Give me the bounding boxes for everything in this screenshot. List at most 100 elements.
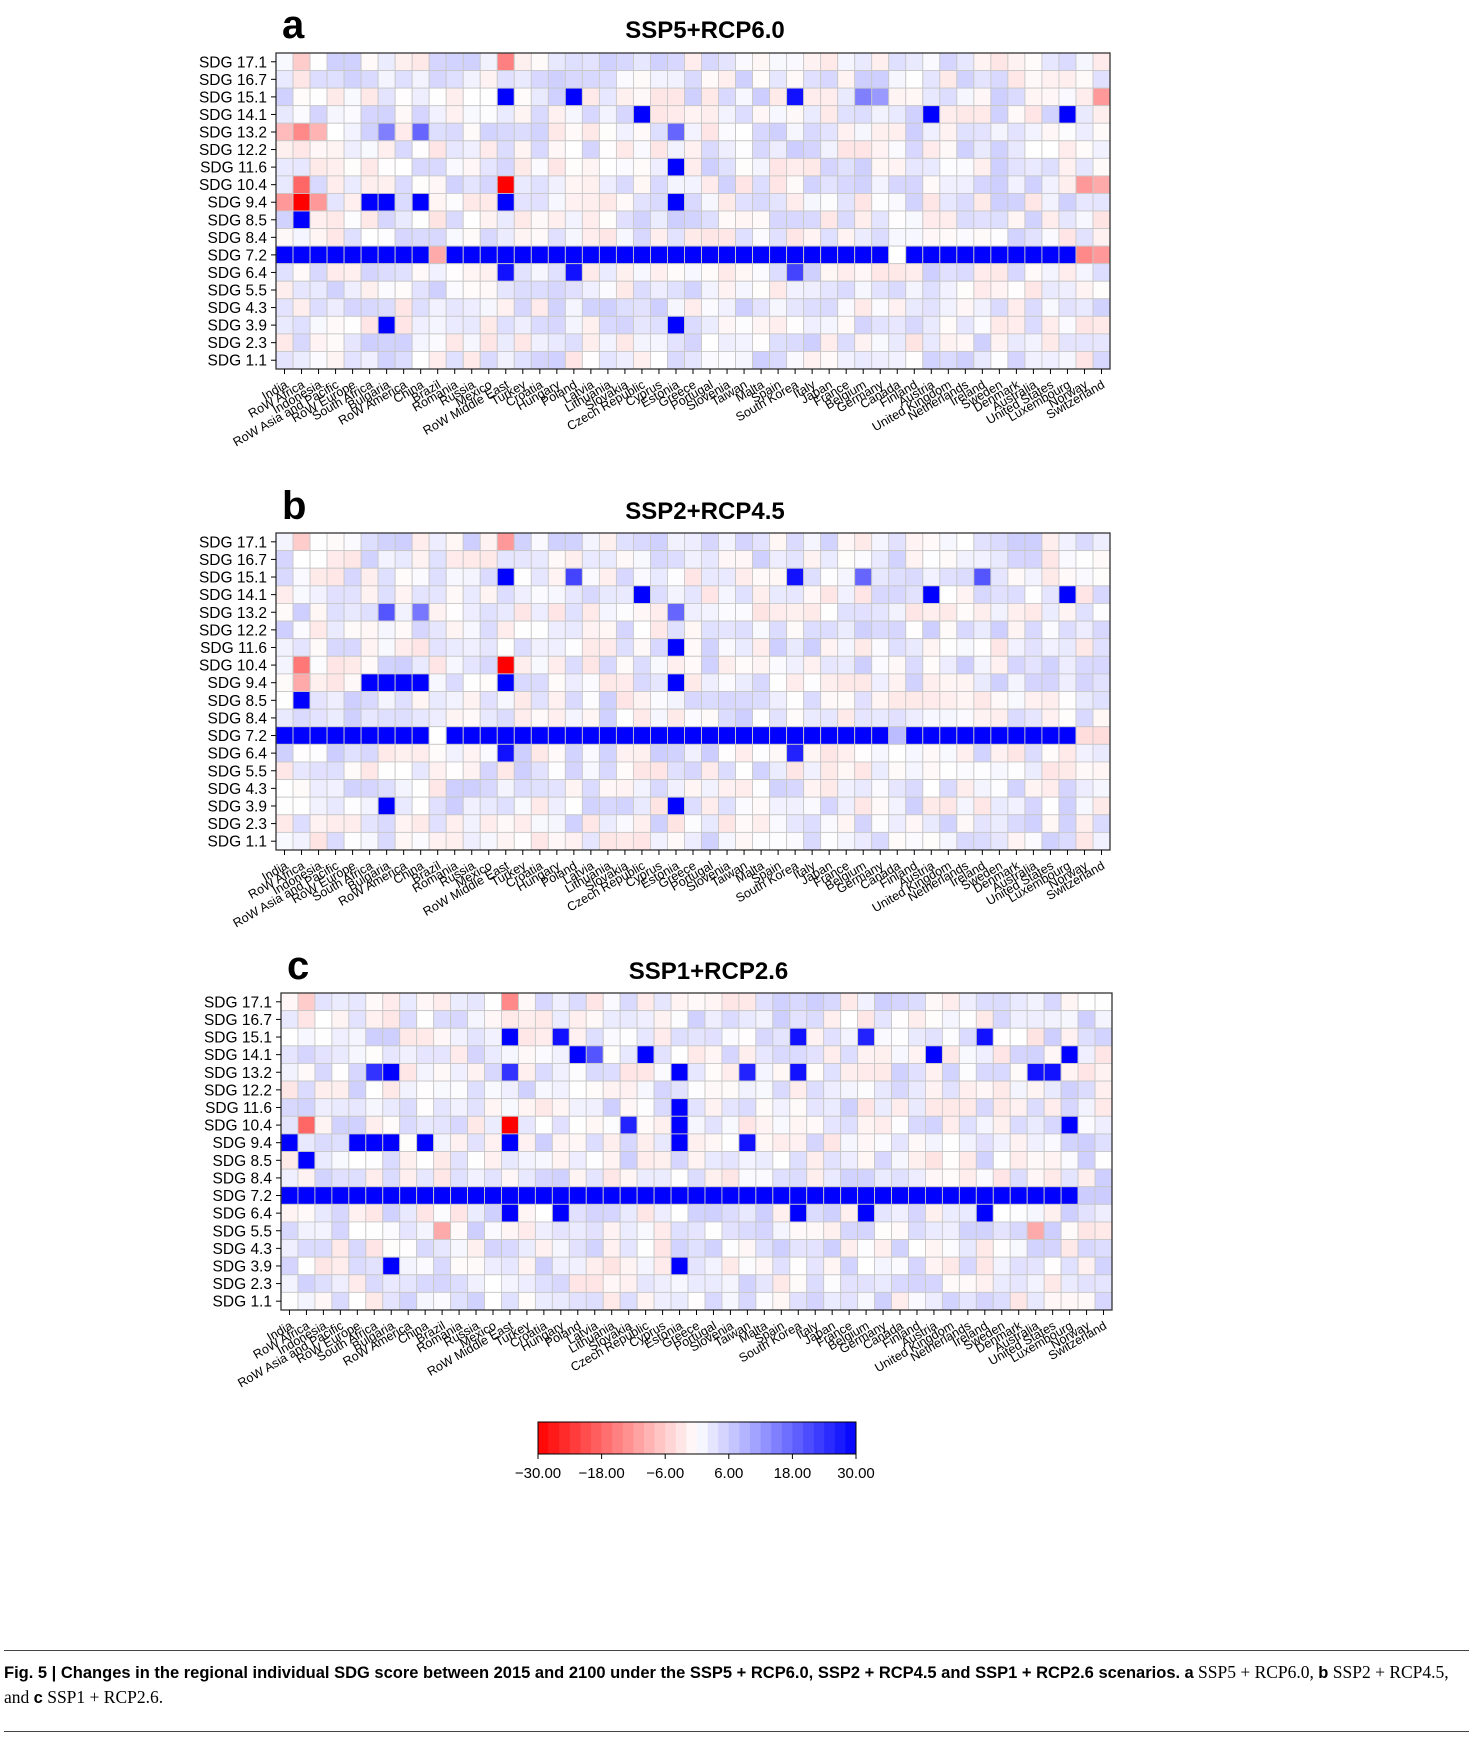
heatmap-cell [650, 655, 668, 675]
heatmap-cell [820, 814, 839, 833]
heatmap-cell [772, 1274, 791, 1293]
heatmap-cell [416, 1274, 435, 1293]
heatmap-cell [331, 1186, 350, 1205]
heatmap-cell [667, 70, 685, 89]
heatmap-cell [721, 1010, 740, 1029]
heatmap-cell [789, 1203, 808, 1223]
heatmap-cell [377, 105, 396, 124]
heatmap-cell [684, 708, 702, 728]
heatmap-cell [513, 315, 532, 335]
heatmap-cell [1026, 1221, 1045, 1240]
heatmap-cell [292, 585, 311, 604]
y-tick-label: SDG 17.1 [199, 534, 267, 551]
heatmap-cell [275, 831, 294, 851]
heatmap-cell [1007, 638, 1026, 657]
heatmap-cell [871, 585, 890, 604]
heatmap-cell [888, 831, 907, 851]
heatmap-cell [534, 1062, 553, 1082]
heatmap-cell [820, 796, 839, 816]
heatmap-cell [1026, 1186, 1045, 1205]
heatmap-cell [958, 1239, 977, 1258]
heatmap-cell [428, 567, 447, 587]
heatmap-cell [1024, 228, 1043, 247]
heatmap-cell [803, 673, 822, 692]
heatmap-cell [598, 567, 617, 587]
heatmap-cell [891, 1098, 909, 1117]
heatmap-cell [445, 602, 464, 622]
heatmap-cell [326, 691, 345, 710]
heatmap-cell [615, 52, 634, 72]
heatmap-cell [752, 210, 771, 230]
heatmap-cell [735, 175, 754, 194]
heatmap-cell [348, 1080, 367, 1100]
heatmap-cell [874, 1133, 892, 1152]
heatmap-cell [891, 1186, 909, 1205]
heatmap-cell [806, 1186, 825, 1205]
heatmap-cell [433, 1027, 452, 1047]
colorbar-tick-label: −6.00 [646, 1465, 684, 1482]
heatmap-cell [479, 743, 498, 763]
heatmap-cell [377, 638, 396, 657]
heatmap-cell [973, 743, 992, 763]
heatmap-cell [956, 280, 975, 300]
heatmap-cell [772, 1062, 791, 1082]
heatmap-cell [496, 708, 515, 728]
heatmap-cell [704, 1098, 723, 1117]
heatmap-cell [1009, 1080, 1028, 1100]
heatmap-cell [992, 1045, 1011, 1064]
heatmap-cell [1024, 87, 1043, 107]
heatmap-cell [786, 831, 805, 851]
heatmap-cell [806, 1027, 825, 1047]
heatmap-cell [428, 70, 447, 89]
heatmap-cell [547, 726, 566, 745]
heatmap-cell [718, 691, 737, 710]
heatmap-cell [1075, 157, 1094, 177]
heatmap-cell [684, 602, 702, 622]
heatmap-cell [326, 333, 345, 352]
heatmap-cell [1007, 673, 1026, 692]
heatmap-cell [956, 263, 975, 282]
heatmap-cell [394, 157, 413, 177]
heatmap-cell [820, 726, 839, 745]
heatmap-cell [806, 1239, 825, 1258]
heatmap-cell [343, 157, 362, 177]
heatmap-cell [1058, 87, 1077, 107]
heatmap-cell [326, 280, 345, 300]
heatmap-cell [501, 1133, 519, 1152]
heatmap-cell [1024, 157, 1043, 177]
heatmap-cell [501, 1221, 519, 1240]
heatmap-cell [462, 761, 481, 781]
heatmap-cell [1009, 1062, 1028, 1082]
heatmap-cell [564, 691, 583, 710]
heatmap-cell [718, 796, 737, 816]
heatmap-cell [854, 280, 873, 300]
heatmap-cell [939, 210, 958, 230]
heatmap-cell [615, 333, 634, 352]
heatmap-cell [905, 532, 924, 552]
heatmap-cell [462, 245, 481, 265]
heatmap-cell [956, 122, 975, 142]
heatmap-cell [501, 1098, 519, 1117]
heatmap-cell [840, 1151, 859, 1170]
heatmap-cell [823, 1274, 842, 1293]
heatmap-cell [820, 228, 839, 247]
heatmap-cell [479, 726, 498, 745]
heatmap-cell [854, 550, 873, 569]
heatmap-cell [547, 708, 566, 728]
heatmap-cell [857, 1151, 876, 1170]
heatmap-cell [735, 620, 754, 640]
heatmap-cell [479, 655, 498, 675]
heatmap-cell [1041, 602, 1060, 622]
heatmap-cell [905, 708, 924, 728]
heatmap-cell [891, 992, 909, 1012]
heatmap-cell [462, 122, 481, 142]
heatmap-cell [360, 192, 379, 212]
heatmap-cell [857, 1168, 876, 1188]
heatmap-cell [803, 122, 822, 142]
heatmap-cell [1024, 350, 1043, 370]
heatmap-cell [1041, 831, 1060, 851]
heatmap-cell [1092, 567, 1111, 587]
heatmap-cell [450, 1186, 468, 1205]
heatmap-cell [670, 1168, 689, 1188]
heatmap-cell [309, 585, 328, 604]
